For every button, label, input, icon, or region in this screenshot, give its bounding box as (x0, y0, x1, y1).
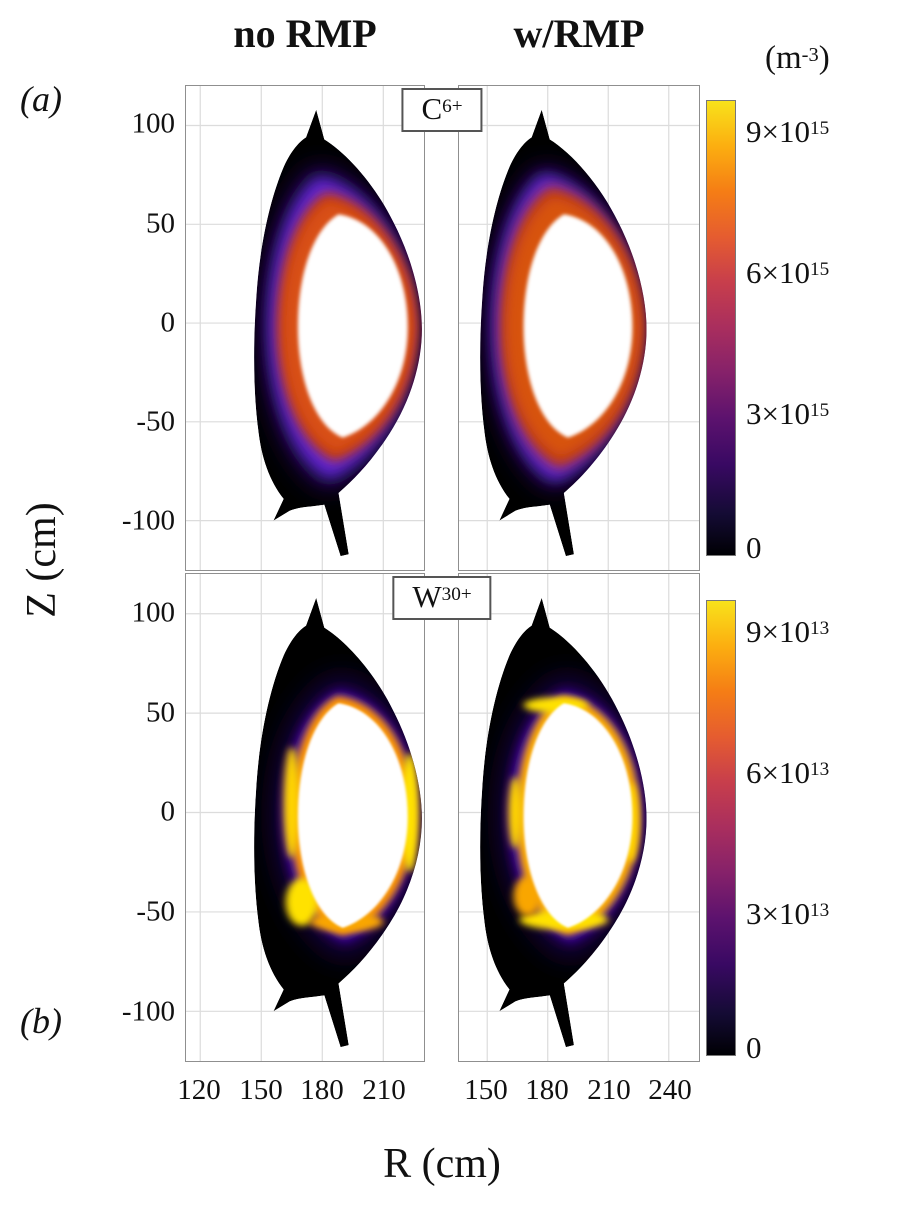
x-tick-right-210: 210 (587, 1074, 631, 1106)
cbar-a-tick-0: 0 (746, 530, 762, 566)
x-axis-label: R (cm) (383, 1141, 501, 1187)
y-tick-a-m100: -100 (121, 504, 175, 537)
column-header-w-rmp: w/RMP (513, 11, 645, 56)
species-box-w30: W30+ (392, 576, 492, 620)
cbar-a-tick-3e15: 3×1015 (746, 396, 829, 432)
plasma-distribution (254, 109, 422, 557)
hotspot-lower-inboard (285, 878, 319, 926)
heatmap-c6-w-rmp (459, 86, 699, 570)
species-w-charge: 30+ (441, 584, 472, 605)
cbar-tick-exponent: 15 (809, 259, 830, 280)
plot-c6-no-rmp (185, 85, 425, 571)
plot-w30-w-rmp (458, 573, 700, 1062)
y-tick-a-100: 100 (131, 107, 176, 140)
cbar-tick-exponent: 15 (809, 118, 830, 139)
unit-open: (m (765, 40, 802, 76)
species-w-base: W (412, 579, 442, 614)
panel-label-b: (b) (20, 1001, 62, 1041)
plot-c6-w-rmp (458, 85, 700, 571)
x-tick-right-180: 180 (525, 1074, 569, 1106)
y-tick-b-0: 0 (160, 795, 176, 828)
column-header-no-rmp: no RMP (233, 11, 377, 56)
cbar-tick-mantissa: 3×10 (746, 896, 810, 931)
plasma-distribution (480, 597, 647, 1048)
hotspot-inboard (283, 746, 300, 859)
hotspot-inboard (508, 776, 523, 849)
cbar-tick-mantissa: 6×10 (746, 755, 810, 790)
x-tick-right-150: 150 (464, 1074, 508, 1106)
cbar-tick-exponent: 13 (809, 900, 830, 921)
y-tick-b-100: 100 (131, 596, 176, 629)
unit-close: ) (818, 40, 830, 76)
cbar-tick-mantissa: 9×10 (746, 114, 810, 149)
colorbar-w30 (706, 600, 736, 1056)
cbar-tick-mantissa: 0 (746, 530, 762, 565)
unit-exponent: -3 (801, 44, 819, 66)
x-tick-left-180: 180 (300, 1074, 344, 1106)
y-axis-label: Z (cm) (19, 502, 65, 618)
species-c-charge: 6+ (442, 96, 463, 117)
cbar-tick-exponent: 13 (809, 618, 830, 639)
species-c-base: C (421, 91, 443, 126)
cbar-b-tick-9e13: 9×1013 (746, 614, 829, 650)
plasma-distribution (254, 597, 422, 1048)
cbar-tick-mantissa: 9×10 (746, 614, 810, 649)
cbar-tick-exponent: 13 (809, 759, 830, 780)
y-tick-a-0: 0 (160, 306, 176, 339)
panel-label-a: (a) (20, 79, 62, 119)
cbar-b-tick-3e13: 3×1013 (746, 896, 829, 932)
y-tick-b-m100: -100 (121, 995, 175, 1028)
x-tick-left-120: 120 (177, 1074, 221, 1106)
cbar-tick-mantissa: 0 (746, 1030, 762, 1065)
x-tick-left-210: 210 (362, 1074, 406, 1106)
heatmap-c6-no-rmp (186, 86, 424, 570)
heatmap-w30-no-rmp (186, 574, 424, 1061)
plot-w30-no-rmp (185, 573, 425, 1062)
cbar-tick-mantissa: 6×10 (746, 255, 810, 290)
heatmap-w30-w-rmp (459, 574, 699, 1061)
plasma-distribution (480, 109, 647, 557)
y-tick-b-50: 50 (146, 696, 175, 729)
cbar-a-tick-9e15: 9×1015 (746, 114, 829, 150)
cbar-b-tick-0: 0 (746, 1030, 762, 1066)
colorbar-unit-label: (m-3) (765, 40, 830, 77)
y-tick-a-50: 50 (146, 207, 175, 240)
x-tick-right-240: 240 (648, 1074, 692, 1106)
colorbar-c6 (706, 100, 736, 556)
x-tick-left-150: 150 (239, 1074, 283, 1106)
cbar-a-tick-6e15: 6×1015 (746, 255, 829, 291)
hotspot-lower-inboard (513, 876, 542, 916)
y-tick-a-m50: -50 (136, 405, 175, 438)
cbar-tick-mantissa: 3×10 (746, 396, 810, 431)
cbar-tick-exponent: 15 (809, 400, 830, 421)
cbar-b-tick-6e13: 6×1013 (746, 755, 829, 791)
species-box-c6: C6+ (401, 88, 483, 132)
y-tick-b-m50: -50 (136, 895, 175, 928)
